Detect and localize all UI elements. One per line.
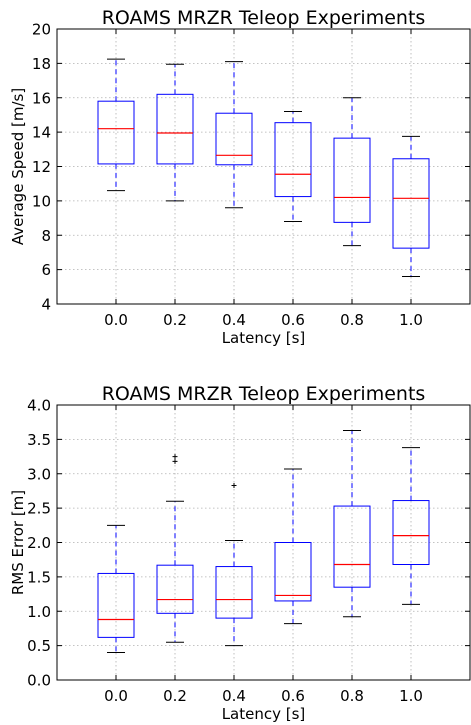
iqr-box xyxy=(392,500,430,565)
iqr-box xyxy=(156,564,194,614)
x-tick-label: 0.4 xyxy=(222,311,246,329)
outlier-marker xyxy=(172,458,178,464)
y-tick-label: 3.5 xyxy=(27,431,51,449)
x-tick-label: 0.4 xyxy=(222,687,246,705)
x-axis-label: Latency [s] xyxy=(222,329,306,347)
iqr-box xyxy=(333,137,371,223)
plot-frame xyxy=(56,404,471,681)
y-tick-label: 12 xyxy=(32,158,51,176)
box-0.0 xyxy=(97,58,135,192)
y-tick-label: 8 xyxy=(41,227,51,245)
x-axis-label: Latency [s] xyxy=(222,705,306,723)
x-tick-label: 1.0 xyxy=(399,687,423,705)
plot-frame xyxy=(56,28,471,305)
y-tick-label: 10 xyxy=(32,192,51,210)
y-tick-label: 4 xyxy=(41,296,51,314)
y-tick-label: 1.5 xyxy=(27,568,51,586)
chart-title: ROAMS MRZR Teleop Experiments xyxy=(102,383,426,405)
iqr-box xyxy=(97,572,135,638)
y-tick-label: 0.0 xyxy=(27,672,51,690)
y-tick-label: 14 xyxy=(32,124,51,142)
x-tick-label: 0.6 xyxy=(281,687,305,705)
outlier-marker xyxy=(231,482,237,488)
y-tick-label: 1.0 xyxy=(27,603,51,621)
box-0.8 xyxy=(333,429,371,618)
y-tick-label: 20 xyxy=(32,21,51,39)
y-tick-label: 2.0 xyxy=(27,534,51,552)
rms-error-boxplot-panel: 0.0 0.5 1.0 1.5 2.0 2.5 3.0 3.5 4.0 0.0 0.2 0.4 0.6 0… xyxy=(9,383,471,723)
iqr-box xyxy=(274,542,312,602)
x-tick-label: 0.0 xyxy=(104,311,128,329)
x-tick-label: 0.8 xyxy=(340,311,364,329)
y-tick-label: 6 xyxy=(41,261,51,279)
y-axis-label: RMS Error [m] xyxy=(9,490,27,595)
y-tick-label: 18 xyxy=(32,55,51,73)
x-tick-label: 0.8 xyxy=(340,687,364,705)
box-0.6 xyxy=(274,111,312,222)
iqr-box xyxy=(215,566,253,619)
y-tick-label: 4.0 xyxy=(27,397,51,415)
y-axis-label: Average Speed [m/s] xyxy=(9,88,27,245)
box-0.4 xyxy=(215,482,253,647)
x-tick-label: 0.2 xyxy=(163,311,187,329)
iqr-box xyxy=(156,93,194,165)
box-0.2 xyxy=(156,454,194,643)
box-0.0 xyxy=(97,524,135,653)
iqr-box xyxy=(274,122,312,198)
x-tick-label: 0.2 xyxy=(163,687,187,705)
x-tick-label: 1.0 xyxy=(399,311,423,329)
iqr-box xyxy=(215,112,253,166)
chart-title: ROAMS MRZR Teleop Experiments xyxy=(102,7,426,29)
box-1.0 xyxy=(392,135,430,277)
outlier-marker xyxy=(172,454,178,460)
box-0.2 xyxy=(156,63,194,202)
x-tick-label: 0.0 xyxy=(104,687,128,705)
iqr-box xyxy=(333,505,371,588)
y-tick-label: 3.0 xyxy=(27,465,51,483)
y-tick-label: 16 xyxy=(32,89,51,107)
box-0.6 xyxy=(274,468,312,625)
x-tick-label: 0.6 xyxy=(281,311,305,329)
y-tick-label: 2.5 xyxy=(27,500,51,518)
box-0.4 xyxy=(215,61,253,209)
iqr-box xyxy=(97,100,135,165)
y-tick-label: 0.5 xyxy=(27,637,51,655)
box-1.0 xyxy=(392,447,430,605)
speed-boxplot-panel: 4 6 8 10 12 14 16 18 20 0.0 0.2 0.4 0.6 0.8 1.0 ROAMS M… xyxy=(9,7,471,347)
iqr-box xyxy=(392,158,430,249)
box-0.8 xyxy=(333,97,371,247)
